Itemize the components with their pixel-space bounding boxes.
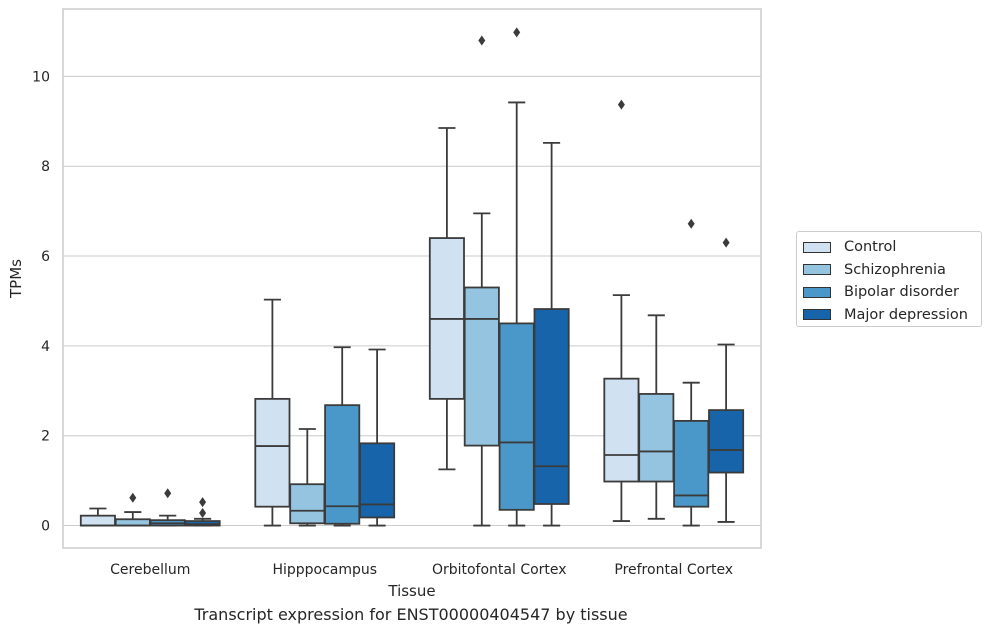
outlier-point (199, 507, 207, 518)
box-iqr (638, 393, 675, 483)
box-iqr (463, 286, 500, 447)
box-iqr (254, 397, 291, 508)
x-tick-label: Orbitofontal Cortex (432, 562, 567, 578)
box-1-1 (289, 428, 326, 527)
box-2-2 (498, 27, 535, 527)
box-iqr (289, 483, 326, 525)
box-0-2 (428, 127, 465, 471)
y-tick-label: 10 (32, 69, 50, 85)
legend-item-major-depression: Major depression (803, 304, 981, 327)
x-tick-label: Prefrontal Cortex (614, 562, 733, 578)
legend: Control Schizophrenia Bipolar disorder M… (796, 231, 982, 327)
legend-item-schizophrenia: Schizophrenia (803, 259, 981, 282)
y-tick-label: 6 (41, 249, 50, 265)
y-tick-label: 8 (41, 159, 50, 175)
y-tick-label: 0 (41, 519, 50, 535)
box-iqr (498, 322, 535, 511)
box-iqr (533, 308, 570, 505)
legend-item-bipolar-disorder: Bipolar disorder (803, 281, 981, 304)
y-tick-label: 2 (41, 429, 50, 445)
box-1-3 (638, 314, 675, 520)
legend-swatch-control (803, 241, 831, 253)
y-axis-label: TPMs (7, 259, 25, 299)
box-iqr (79, 514, 116, 527)
outlier-point (687, 218, 695, 229)
outlier-point (617, 99, 625, 110)
box-1-0 (114, 492, 151, 527)
legend-label-bipolar-disorder: Bipolar disorder (844, 284, 959, 301)
legend-label-control: Control (844, 239, 897, 256)
box-iqr (673, 419, 710, 508)
box-3-2 (533, 141, 570, 527)
outlier-point (199, 497, 207, 508)
outlier-point (164, 488, 172, 499)
legend-label-schizophrenia: Schizophrenia (844, 261, 946, 278)
legend-swatch-schizophrenia (803, 264, 831, 276)
box-2-3 (673, 218, 710, 527)
x-axis-label: Tissue (387, 582, 435, 600)
legend-item-control: Control (803, 236, 981, 259)
box-1-2 (463, 35, 500, 527)
outlier-point (513, 27, 521, 38)
box-iqr (359, 442, 396, 519)
box-iqr (324, 404, 361, 525)
legend-swatch-major-depression (803, 309, 831, 321)
x-tick-label: Cerebellum (110, 562, 190, 578)
box-0-0 (79, 507, 116, 527)
box-3-0 (184, 497, 221, 527)
figure-caption: Transcript expression for ENST0000040454… (194, 605, 628, 624)
box-iqr (603, 377, 640, 483)
box-3-3 (708, 237, 745, 523)
x-tick-label: Hipppocampus (272, 562, 377, 578)
outlier-point (478, 35, 486, 46)
plot-frame (62, 8, 762, 549)
box-iqr (708, 409, 745, 474)
box-0-1 (254, 298, 291, 527)
box-2-1 (324, 346, 361, 527)
y-tick-label: 4 (41, 339, 50, 355)
box-2-0 (149, 488, 186, 527)
outlier-point (722, 237, 730, 248)
box-3-1 (359, 348, 396, 527)
box-iqr (114, 518, 151, 527)
legend-label-major-depression: Major depression (844, 306, 968, 323)
box-0-3 (603, 99, 640, 522)
legend-swatch-bipolar-disorder (803, 286, 831, 298)
outlier-point (129, 492, 137, 503)
